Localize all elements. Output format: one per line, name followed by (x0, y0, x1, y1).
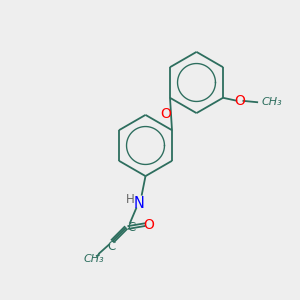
Text: CH₃: CH₃ (83, 254, 104, 264)
Text: O: O (160, 107, 171, 121)
Text: C: C (107, 240, 115, 253)
Text: C: C (128, 221, 136, 234)
Text: O: O (234, 94, 245, 108)
Text: CH₃: CH₃ (261, 97, 282, 107)
Text: H: H (126, 193, 135, 206)
Text: O: O (144, 218, 154, 232)
Text: N: N (133, 196, 144, 211)
